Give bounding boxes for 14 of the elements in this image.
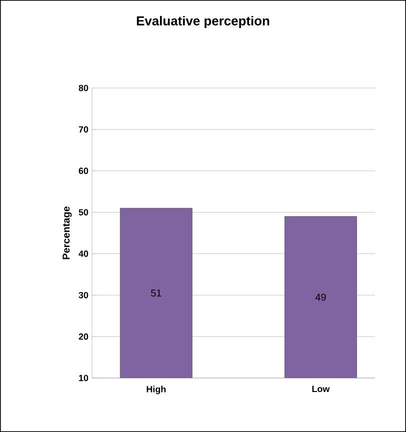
y-tick-label: 20 xyxy=(78,333,88,340)
y-tick-label: 40 xyxy=(78,250,88,257)
data-label: 49 xyxy=(315,294,326,301)
data-label: 51 xyxy=(151,290,162,297)
y-tick-label: 80 xyxy=(78,84,88,92)
x-tick-label: High xyxy=(146,386,166,394)
y-tick-label: 10 xyxy=(79,374,88,382)
y-tick-label: 50 xyxy=(78,209,88,216)
x-tick-label: Low xyxy=(312,386,330,392)
y-tick-label: 70 xyxy=(78,126,88,133)
y-axis-title: Percentage xyxy=(62,206,72,260)
y-tick-label: 30 xyxy=(78,292,88,298)
chart-title: Evaluative perception xyxy=(136,16,270,28)
y-tick-label: 60 xyxy=(78,168,88,174)
